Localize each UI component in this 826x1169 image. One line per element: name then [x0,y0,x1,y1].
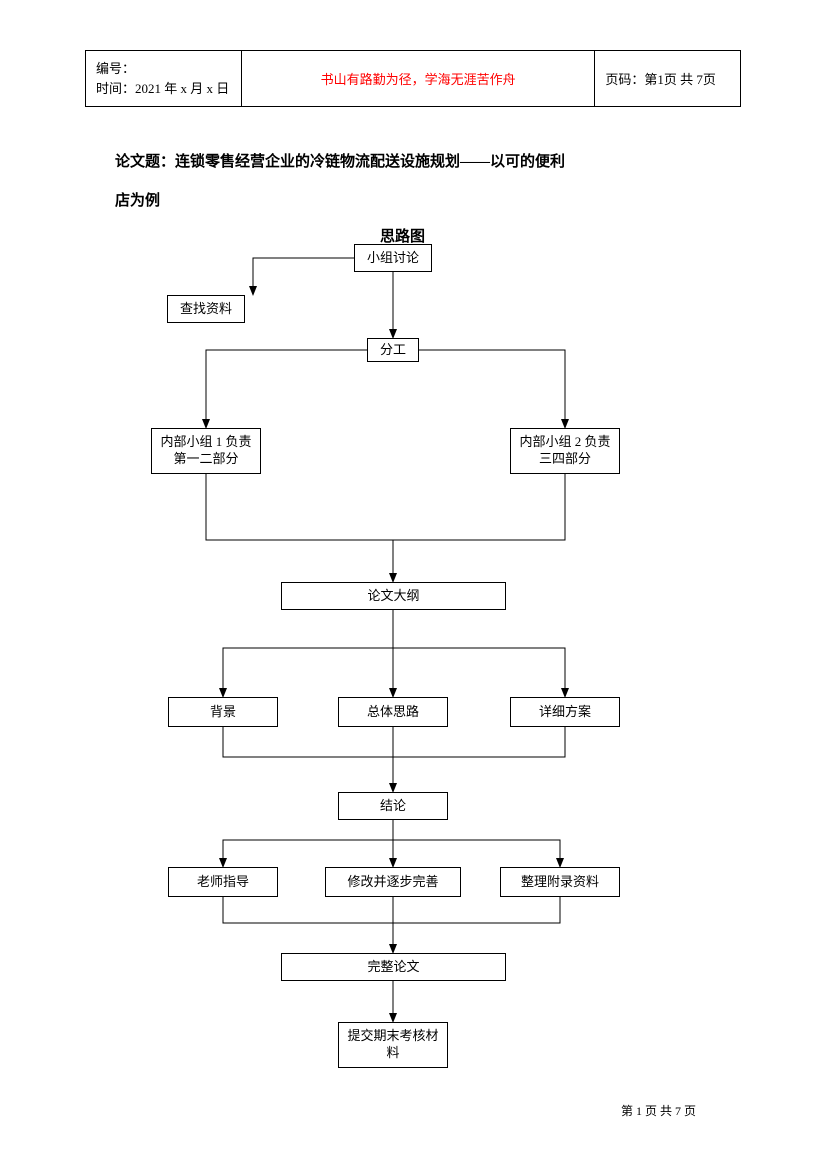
flowchart-node-n13: 整理附录资料 [500,867,620,897]
flowchart-edge-8 [393,610,565,697]
header-date-label: 时间：2021 年 x 月 x 日 [96,81,229,96]
flowchart-title: 思路图 [380,225,425,246]
flowchart-edge-9 [223,727,393,792]
flowchart-edge-5 [393,474,565,540]
flowchart-node-n11: 老师指导 [168,867,278,897]
header-right-cell: 页码：第1页 共 7页 [595,51,741,107]
flowchart-node-n3: 分工 [367,338,419,362]
flowchart-edge-2 [206,350,367,428]
flowchart-node-n6: 论文大纲 [281,582,506,610]
flowchart-node-n4: 内部小组 1 负责第一二部分 [151,428,261,474]
flowchart-edge-4 [206,474,393,582]
flowchart-node-n9: 详细方案 [510,697,620,727]
page-footer: 第 1 页 共 7 页 [621,1102,696,1119]
flowchart-node-n7: 背景 [168,697,278,727]
flowchart-edge-0 [253,258,354,295]
flowchart-node-n14: 完整论文 [281,953,506,981]
flowchart-node-n2: 查找资料 [167,295,245,323]
thesis-title-line2: 店为例 [115,191,735,212]
flowchart-node-n12: 修改并逐步完善 [325,867,461,897]
header-left-cell: 编号： 时间：2021 年 x 月 x 日 [86,51,242,107]
flowchart-edge-14 [393,820,560,867]
flowchart-edge-11 [393,727,565,757]
flowchart-node-n15: 提交期末考核材料 [338,1022,448,1068]
flowchart-edge-3 [419,350,565,428]
header-table: 编号： 时间：2021 年 x 月 x 日 书山有路勤为径，学海无涯苦作舟 页码… [85,50,741,107]
flowchart-node-n5: 内部小组 2 负责三四部分 [510,428,620,474]
header-id-label: 编号： [96,61,135,76]
flowchart-edge-12 [223,820,393,867]
flowchart-node-n10: 结论 [338,792,448,820]
thesis-title-line1: 论文题：连锁零售经营企业的冷链物流配送设施规划——以可的便利 [115,152,735,173]
flowchart-node-n8: 总体思路 [338,697,448,727]
header-center-cell: 书山有路勤为径，学海无涯苦作舟 [241,51,594,107]
flowchart-edge-15 [223,897,393,953]
flowchart-edge-6 [223,610,393,697]
flowchart-node-n1: 小组讨论 [354,244,432,272]
flowchart-edge-17 [393,897,560,923]
